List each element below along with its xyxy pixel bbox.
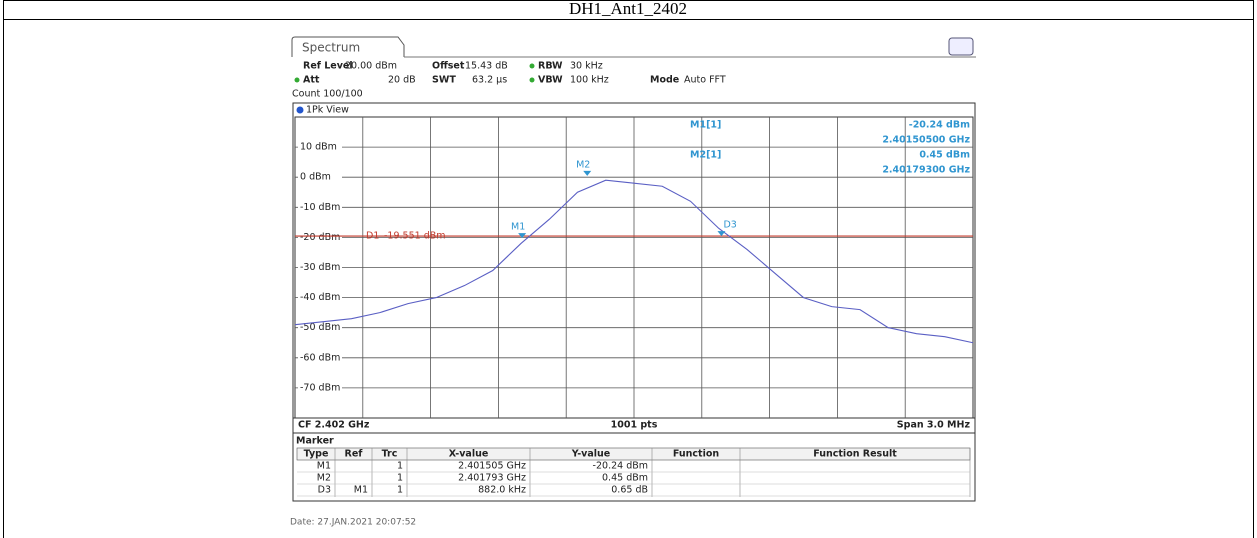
column-header: Trc [382, 449, 398, 460]
setting-name: SWT [432, 75, 456, 86]
column-header: X-value [449, 449, 489, 460]
tick-label-bg [298, 171, 342, 184]
cell: 0.45 dBm [602, 473, 648, 484]
column-header: Type [304, 449, 329, 460]
readout-freq: 2.40179300 GHz [882, 165, 970, 176]
setting-value: 20.00 dBm [345, 61, 397, 72]
cell: -20.24 dBm [593, 461, 648, 472]
cell: 1 [397, 461, 403, 472]
setting-name: VBW [538, 75, 563, 86]
cell: 2.401505 GHz [458, 461, 526, 472]
y-tick-label: -70 dBm [300, 382, 340, 393]
column-header: Y-value [571, 449, 611, 460]
readout-name: M1[1] [690, 120, 721, 131]
count: Count 100/100 [292, 89, 363, 100]
cell: M1 [317, 461, 331, 472]
display-line-name: D1 [366, 231, 379, 242]
view-label: 1Pk View [306, 105, 349, 116]
cell: 882.0 kHz [478, 485, 526, 496]
tick-label-bg [298, 231, 342, 244]
footer-left: CF 2.402 GHz [298, 420, 370, 431]
readout-name: M2[1] [690, 150, 721, 161]
cell: M2 [317, 473, 331, 484]
marker [583, 170, 592, 176]
y-tick-label: -40 dBm [300, 292, 340, 303]
header-cell [3, 0, 1254, 20]
setting-name: Att [303, 75, 320, 86]
marker-label: M1 [511, 222, 525, 233]
date: Date: 27.JAN.2021 20:07:52 [290, 518, 416, 528]
setting-value: 63.2 µs [472, 75, 507, 86]
tick-label-bg [298, 321, 342, 334]
marker [518, 233, 527, 239]
tick-label-bg [298, 351, 342, 364]
display-line-label: -19.551 dBm [384, 231, 446, 242]
column-header: Function Result [813, 449, 897, 460]
tab-label: Spectrum [302, 41, 360, 55]
readout-level: 0.45 dBm [919, 150, 970, 161]
cell: 2.401793 GHz [458, 473, 526, 484]
cell: M1 [354, 485, 368, 496]
dot [529, 63, 535, 69]
marker [717, 231, 726, 237]
cell: 0.65 dB [611, 485, 648, 496]
cell: D3 [318, 485, 331, 496]
header-title: DH1_Ant1_2402 [569, 0, 687, 18]
footer-right: Span 3.0 MHz [897, 420, 971, 431]
marker-label: D3 [723, 220, 736, 231]
tick-label-bg [298, 291, 342, 304]
setting-value: 20 dB [388, 75, 416, 86]
y-tick-label: 10 dBm [300, 142, 337, 153]
tick-label-bg [298, 141, 342, 154]
y-tick-label: 0 dBm [300, 172, 331, 183]
footer-center: 1001 pts [611, 420, 658, 431]
setting-value: 100 kHz [570, 75, 609, 86]
setting-value: 30 kHz [570, 61, 603, 72]
setting-name: RBW [538, 61, 563, 72]
cell: 1 [397, 473, 403, 484]
setting-name: Offset [432, 61, 465, 72]
marker-label: M2 [576, 159, 590, 170]
marker-table [292, 432, 976, 502]
marker-table-title: Marker [296, 436, 334, 447]
y-tick-label: -60 dBm [300, 352, 340, 363]
setting-name: Mode [650, 75, 679, 86]
y-tick-label: -10 dBm [300, 202, 340, 213]
tab [291, 36, 405, 57]
tick-label-bg [298, 201, 342, 214]
column-header: Function [673, 449, 719, 460]
tick-label-bg [298, 261, 342, 274]
setting-value: 15.43 dB [465, 61, 508, 72]
view-dot [296, 106, 304, 114]
y-tick-label: -20 dBm [300, 232, 340, 243]
dot [529, 77, 535, 83]
y-tick-label: -50 dBm [300, 322, 340, 333]
cell: 1 [397, 485, 403, 496]
dot [294, 77, 300, 83]
trace [294, 179, 974, 344]
setting-value: Auto FFT [684, 75, 726, 86]
tick-label-bg [298, 381, 342, 394]
readout-level: -20.24 dBm [909, 120, 970, 131]
y-tick-label: -30 dBm [300, 262, 340, 273]
column-header: Ref [345, 449, 364, 460]
setting-name: Ref Level [303, 61, 353, 72]
icon [948, 37, 974, 56]
readout-freq: 2.40150500 GHz [882, 135, 970, 146]
